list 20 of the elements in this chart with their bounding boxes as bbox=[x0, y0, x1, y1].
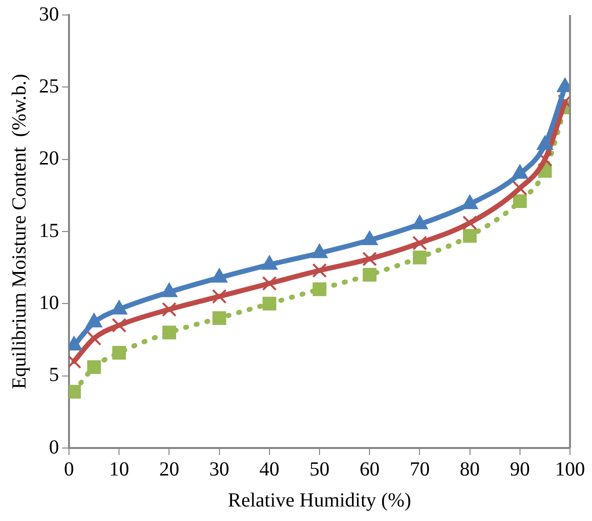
y-tick-label: 10 bbox=[39, 292, 59, 314]
y-axis-title: Equilibrium Moisture Content (%w.b.) bbox=[8, 74, 30, 390]
x-axis-title: Relative Humidity (%) bbox=[228, 489, 412, 512]
y-tick-label: 20 bbox=[39, 148, 59, 170]
x-tick-label: 60 bbox=[360, 458, 380, 480]
y-tick-label: 15 bbox=[39, 220, 59, 242]
y-tick-label: 25 bbox=[39, 75, 59, 98]
x-tick-label: 10 bbox=[109, 458, 130, 480]
x-tick-label: 30 bbox=[209, 458, 230, 480]
y-tick-label: 5 bbox=[49, 364, 59, 386]
x-tick-label: 50 bbox=[310, 458, 330, 480]
x-tick-label: 100 bbox=[555, 458, 585, 480]
x-tick-label: 20 bbox=[159, 458, 180, 480]
x-tick-label: 40 bbox=[259, 458, 280, 480]
y-tick-label: 0 bbox=[49, 436, 59, 458]
x-tick-label: 90 bbox=[510, 458, 530, 480]
x-tick-label: 80 bbox=[460, 458, 480, 480]
y-tick-label: 30 bbox=[39, 3, 59, 26]
x-tick-label: 70 bbox=[410, 458, 430, 480]
x-tick-label: 0 bbox=[64, 458, 74, 480]
